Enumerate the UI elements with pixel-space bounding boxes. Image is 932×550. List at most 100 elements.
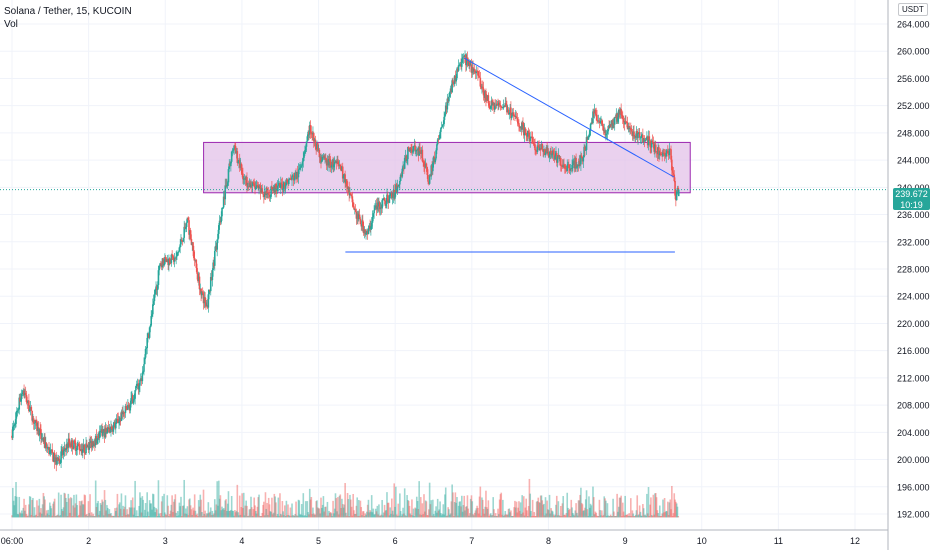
candle-body (22, 390, 25, 393)
candle-body (246, 177, 248, 187)
volume-bar (176, 516, 178, 518)
candle-body (476, 70, 478, 72)
candle-body (273, 186, 276, 194)
volume-bar (382, 515, 384, 518)
candle-body (585, 137, 588, 150)
candle-body (467, 60, 470, 66)
volume-indicator-label[interactable]: Vol (4, 19, 18, 30)
volume-bar (55, 515, 58, 518)
candle-body (662, 152, 665, 154)
volume-bar (84, 495, 87, 518)
volume-bar (40, 513, 43, 518)
volume-bar (624, 495, 626, 518)
volume-bar (157, 480, 160, 518)
candle-body (141, 372, 144, 382)
volume-bar (273, 493, 276, 518)
candle-body (588, 136, 590, 137)
symbol-title[interactable]: Solana / Tether, 15, KUCOIN (4, 6, 132, 17)
candle-body (174, 257, 177, 259)
price-tick-label: 204.000 (897, 428, 930, 438)
candle-body (44, 437, 46, 448)
volume-bar (537, 497, 540, 518)
candle-body (580, 155, 582, 165)
candle-body (522, 122, 524, 125)
volume-bar (39, 512, 41, 518)
volume-bar (576, 512, 578, 518)
volume-bar (538, 502, 540, 518)
volume-bar (169, 510, 172, 518)
candle-body (448, 96, 450, 102)
volume-bar (394, 506, 396, 518)
candle-body (502, 106, 505, 108)
candle-body (139, 378, 142, 381)
candle-body (411, 149, 413, 152)
candle-body (260, 188, 263, 194)
volume-bar (341, 498, 343, 518)
volume-bar (467, 508, 470, 518)
candle-body (521, 122, 523, 130)
candle-body (235, 151, 238, 154)
volume-bar (250, 507, 253, 518)
candle-body (601, 123, 604, 127)
candle-body (209, 276, 212, 292)
volume-bar (199, 494, 202, 518)
volume-bar (114, 508, 116, 518)
volume-bar (539, 495, 542, 518)
volume-bar (308, 488, 311, 518)
volume-bar (423, 494, 425, 518)
volume-bar (407, 500, 410, 518)
volume-bar (600, 515, 602, 518)
volume-bar (123, 506, 126, 518)
volume-bar (161, 496, 164, 518)
candle-body (181, 241, 184, 242)
candle-body (409, 147, 412, 152)
candle-body (655, 151, 658, 153)
volume-bar (100, 504, 103, 518)
volume-bar (399, 493, 401, 518)
candle-body (167, 259, 169, 266)
candle-body (100, 429, 103, 431)
candle-body (131, 395, 133, 399)
volume-bar (28, 504, 30, 518)
candle-body (463, 56, 466, 58)
candle-body (130, 398, 132, 405)
candle-body (659, 152, 662, 154)
volume-bar (238, 495, 241, 518)
currency-unit-badge[interactable]: USDT (898, 3, 928, 16)
candle-body (182, 237, 185, 242)
volume-bar (536, 501, 539, 518)
volume-bar (520, 513, 523, 518)
volume-bar (245, 500, 247, 518)
candle-body (120, 411, 123, 421)
candle-body (534, 144, 536, 151)
candle-body (625, 120, 627, 122)
volume-bar (425, 501, 428, 518)
volume-bar (194, 510, 197, 518)
volume-bar (219, 495, 222, 518)
volume-bar (354, 513, 357, 518)
candle-body (349, 192, 352, 195)
volume-bar (185, 508, 187, 518)
candle-body (295, 172, 297, 179)
candle-body (531, 137, 534, 144)
candle-body (546, 147, 548, 154)
candle-body (335, 160, 338, 164)
volume-bar (386, 502, 389, 518)
volume-bar (444, 494, 446, 518)
volume-bar (654, 493, 656, 518)
candle-body (423, 161, 425, 167)
candle-body (543, 149, 546, 155)
volume-bar (381, 499, 383, 518)
volume-bar (434, 510, 437, 518)
candle-body (523, 128, 526, 136)
volume-bar (184, 513, 186, 518)
volume-bar (358, 515, 361, 518)
volume-bar (663, 498, 666, 518)
volume-bar (391, 510, 394, 518)
volume-bar (302, 493, 305, 518)
candle-body (172, 255, 174, 258)
volume-bar (187, 515, 190, 518)
candle-body (673, 174, 676, 181)
candle-body (668, 148, 671, 156)
